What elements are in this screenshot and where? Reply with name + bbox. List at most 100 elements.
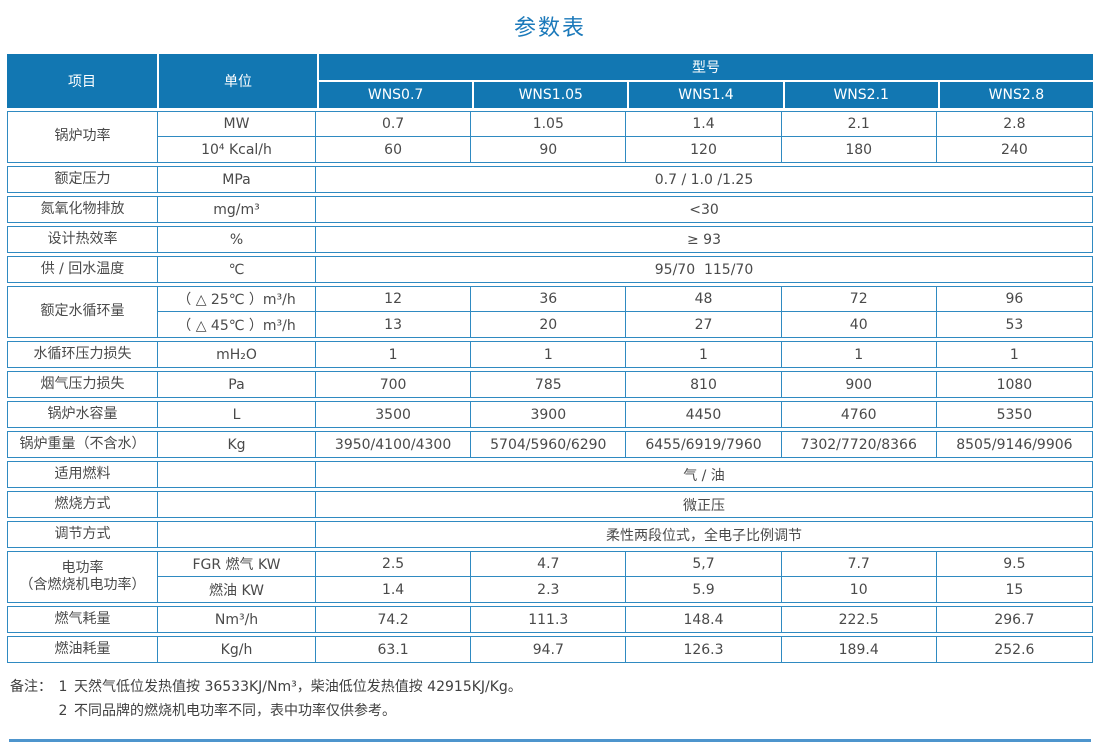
table-row: 燃油耗量 Kg/h 63.1 94.7 126.3 189.4 252.6 <box>7 636 1093 663</box>
note-number: 2 <box>58 703 68 719</box>
header-model: WNS2.1 <box>784 82 938 108</box>
cell-value: 5,7 <box>626 552 782 577</box>
row-unit: （ △ 45℃ ）m³/h <box>158 312 316 337</box>
cell-value: 5.9 <box>626 577 782 602</box>
cell-value: 1 <box>316 342 472 367</box>
cell-value: 111.3 <box>471 607 627 632</box>
cell-value: 252.6 <box>994 641 1035 658</box>
cell-value: 7302/7720/8366 <box>782 432 937 457</box>
row-unit: L <box>158 402 316 427</box>
table-header: 项目 单位 型号 WNS0.7 WNS1.05 WNS1.4 WNS2.1 WNS2.8 <box>7 54 1093 108</box>
header-model: WNS1.4 <box>629 82 783 108</box>
cell-value: 3900 <box>471 402 627 427</box>
cell-value: 63.1 <box>316 637 472 662</box>
cell-value: 48 <box>626 287 782 312</box>
cell-value: 气 / 油 <box>683 467 725 484</box>
table-row: 水循环压力损失 mH₂O 1 1 1 1 1 <box>7 341 1093 368</box>
note-line: 2 不同品牌的燃烧机电功率不同，表中功率仅供参考。 <box>52 699 522 723</box>
page: 参数表 项目 单位 型号 WNS0.7 WNS1.05 WNS1.4 WNS2.1 WN… <box>0 10 1100 742</box>
notes-prefix: 备注： <box>10 679 52 695</box>
table-row: 额定压力 MPa 0.7 / 1.0 /1.25 <box>7 166 1093 193</box>
cell-value: 8505/9146/9906 <box>956 436 1073 453</box>
cell-value: 5704/5960/6290 <box>471 432 627 457</box>
cell-value: 6455/6919/7960 <box>626 432 782 457</box>
cell-value: 72 <box>781 287 937 312</box>
cell-value: 900 <box>782 372 937 397</box>
cell-value: 2.1 <box>781 112 937 137</box>
header-model-group: 型号 <box>319 54 1093 80</box>
table-row: 燃气耗量 Nm³/h 74.2 111.3 148.4 222.5 296.7 <box>7 606 1093 633</box>
table-row: 锅炉重量（不含水） Kg 3950/4100/4300 5704/5960/6290 6… <box>7 431 1093 458</box>
cell-value: 120 <box>626 137 782 162</box>
cell-value: 10 <box>782 577 937 602</box>
table-row: 烟气压力损失 Pa 700 785 810 900 1080 <box>7 371 1093 398</box>
row-unit: MPa <box>158 167 316 192</box>
cell-value: 3500 <box>316 402 472 427</box>
cell-value: 1.4 <box>316 577 472 602</box>
table-row: 适用燃料 气 / 油 <box>7 461 1093 488</box>
cell-value: 4450 <box>626 402 782 427</box>
cell-value: 2.5 <box>316 552 472 577</box>
row-unit: ℃ <box>158 257 316 282</box>
cell-value: 2.3 <box>471 577 627 602</box>
table-row: 氮氧化物排放 mg/m³ <30 <box>7 196 1093 223</box>
table-row: 锅炉功率 MW 0.7 1.05 1.4 2.1 2.8 10⁴ Kcal/h 60 90 120 1… <box>7 111 1093 163</box>
row-unit: Kg/h <box>158 637 316 662</box>
row-label: 电功率 （含燃烧机电功率） <box>8 552 158 602</box>
row-label: 氮氧化物排放 <box>8 197 158 222</box>
cell-value: 13 <box>316 312 472 337</box>
row-unit: （ △ 25℃ ）m³/h <box>158 287 316 312</box>
cell-value: 1080 <box>996 376 1033 393</box>
cell-value: 785 <box>471 372 627 397</box>
header-model: WNS2.8 <box>939 82 1093 108</box>
row-label: 额定压力 <box>8 167 158 192</box>
cell-value: 12 <box>316 287 472 312</box>
cell-value: 27 <box>626 312 782 337</box>
row-label: 供 / 回水温度 <box>8 257 158 282</box>
row-label: 额定水循环量 <box>8 287 158 337</box>
row-unit: MW <box>158 112 316 137</box>
row-label: 燃烧方式 <box>8 492 158 517</box>
row-label: 设计热效率 <box>8 227 158 252</box>
row-label: 适用燃料 <box>8 462 158 487</box>
row-unit: mg/m³ <box>158 197 316 222</box>
cell-value: 1 <box>471 342 627 367</box>
row-unit: 10⁴ Kcal/h <box>158 137 316 162</box>
cell-value: 4.7 <box>471 552 627 577</box>
row-label: 水循环压力损失 <box>8 342 158 367</box>
cell-value: 700 <box>316 372 472 397</box>
cell-value: 296.7 <box>994 611 1035 628</box>
row-unit <box>158 492 316 517</box>
cell-value: <30 <box>689 201 719 218</box>
row-unit: 燃油 KW <box>158 577 316 602</box>
cell-value: 126.3 <box>626 637 782 662</box>
cell-value: 9.5 <box>936 552 1092 577</box>
row-unit: FGR 燃气 KW <box>158 552 316 577</box>
header-item: 项目 <box>7 54 157 108</box>
page-title: 参数表 <box>513 16 586 41</box>
cell-value: 180 <box>782 137 937 162</box>
cell-value: 5350 <box>996 406 1033 423</box>
cell-value: 96 <box>936 287 1092 312</box>
notes: 备注： 1 天然气低位发热值按 36533KJ/Nm³，柴油低位发热值按 4291… <box>10 675 1100 723</box>
cell-value: 1.4 <box>626 112 782 137</box>
table-body: 锅炉功率 MW 0.7 1.05 1.4 2.1 2.8 10⁴ Kcal/h 60 90 120 1… <box>7 111 1093 663</box>
header-unit: 单位 <box>159 54 317 108</box>
cell-value: 0.7 <box>316 112 472 137</box>
cell-value: 3950/4100/4300 <box>316 432 472 457</box>
cell-value: 20 <box>471 312 627 337</box>
table-row: 调节方式 柔性两段位式，全电子比例调节 <box>7 521 1093 548</box>
row-unit: mH₂O <box>158 342 316 367</box>
table-row: 额定水循环量（ △ 25℃ ）m³/h 12 36 48 72 96 （ △ 45℃ ）m³… <box>7 286 1093 338</box>
cell-value: 90 <box>471 137 627 162</box>
cell-value: 810 <box>626 372 782 397</box>
cell-value: 柔性两段位式，全电子比例调节 <box>606 527 802 544</box>
cell-value: 36 <box>471 287 627 312</box>
note-number: 1 <box>58 679 68 695</box>
cell-value: 1 <box>1009 346 1019 363</box>
cell-value: 189.4 <box>782 637 937 662</box>
cell-value: 2.8 <box>936 112 1092 137</box>
cell-value: ≥ 93 <box>687 231 721 248</box>
row-unit: Pa <box>158 372 316 397</box>
table-row: 锅炉水容量 L 3500 3900 4450 4760 5350 <box>7 401 1093 428</box>
